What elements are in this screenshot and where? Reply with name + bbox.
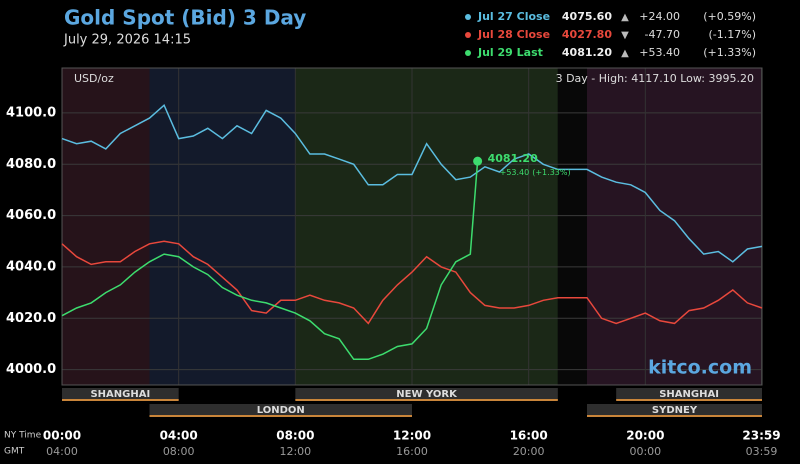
plot-border — [61, 67, 763, 386]
session-band — [62, 68, 150, 385]
change: +53.40 — [500, 168, 530, 177]
session-bar — [587, 404, 762, 416]
x-axis-label: NY Time — [4, 431, 42, 441]
legend-change-pct: (+1.33%) — [703, 46, 756, 59]
y-tick-label: 4020.0 — [6, 311, 56, 326]
x2-tick-label: 00:00 — [629, 445, 661, 458]
legend-marker — [465, 50, 471, 56]
session-bar — [62, 388, 179, 400]
price-line — [61, 103, 763, 263]
range-note: 3 Day - High: 4117.10 Low: 3995.20 — [556, 72, 754, 85]
unit-label: USD/oz — [74, 72, 114, 85]
y-tick-label: 4080.0 — [6, 157, 56, 172]
x2-tick-label: 04:00 — [46, 445, 78, 458]
legend-value: 4027.80 — [562, 28, 612, 41]
legend-arrow: ▼ — [621, 30, 629, 41]
x2-tick-label: 16:00 — [396, 445, 428, 458]
session-bar — [295, 388, 558, 400]
x-tick-label: 00:00 — [43, 429, 81, 443]
x2-tick-label: 12:00 — [279, 445, 311, 458]
x-tick-label: 20:00 — [626, 429, 664, 443]
session-band — [149, 68, 296, 385]
x2-tick-label: 20:00 — [513, 445, 545, 458]
legend-marker — [465, 14, 471, 20]
legend-label: Jul 27 Close — [477, 10, 550, 23]
y-tick-label: 4000.0 — [6, 362, 56, 377]
y-tick-label: 4060.0 — [6, 208, 56, 223]
legend-value: 4081.20 — [562, 46, 612, 59]
x-tick-label: 04:00 — [160, 429, 198, 443]
legend-change-pct: (+0.59%) — [703, 10, 756, 23]
price-line — [61, 240, 763, 325]
legend-arrow: ▲ — [621, 48, 629, 59]
price-line — [61, 161, 479, 361]
session-bar — [149, 404, 412, 416]
session-band — [557, 68, 587, 385]
x-tick-label: 23:59 — [742, 429, 780, 443]
watermark: kitco.com — [648, 357, 752, 379]
x-axis-label: GMT — [4, 447, 25, 457]
chart-subtitle: July 29, 2026 14:15 — [63, 33, 191, 48]
legend-value: 4075.60 — [562, 10, 612, 23]
x-tick-label: 08:00 — [276, 429, 314, 443]
legend-label: Jul 29 Last — [477, 46, 543, 59]
session-label: SHANGHAI — [90, 389, 150, 400]
session-label: SHANGHAI — [659, 389, 719, 400]
change-pct: (+1.33%) — [532, 168, 570, 177]
session-label: LONDON — [257, 405, 305, 416]
x2-tick-label: 03:59 — [746, 445, 778, 458]
session-label: NEW YORK — [396, 389, 458, 400]
legend-change-pct: (-1.17%) — [709, 28, 757, 41]
legend-change: +53.40 — [639, 46, 680, 59]
legend-change: -47.70 — [645, 28, 680, 41]
x-tick-label: 12:00 — [393, 429, 431, 443]
session-band — [587, 68, 762, 385]
session-label: SYDNEY — [652, 405, 698, 416]
chart-title: Gold Spot (Bid) 3 Day — [64, 6, 306, 30]
session-band — [295, 68, 558, 385]
legend-marker — [465, 32, 471, 38]
last-change: +53.40 (+1.33%) — [500, 168, 571, 177]
legend-change: +24.00 — [639, 10, 680, 23]
x2-tick-label: 08:00 — [163, 445, 195, 458]
last-label: 4081.20 — [488, 152, 538, 165]
y-tick-label: 4040.0 — [6, 259, 56, 274]
legend-arrow: ▲ — [621, 12, 629, 23]
last-point — [473, 156, 483, 166]
legend-label: Jul 28 Close — [477, 28, 550, 41]
y-tick-label: 4100.0 — [6, 105, 56, 120]
session-bar — [616, 388, 762, 400]
x-tick-label: 16:00 — [510, 429, 548, 443]
